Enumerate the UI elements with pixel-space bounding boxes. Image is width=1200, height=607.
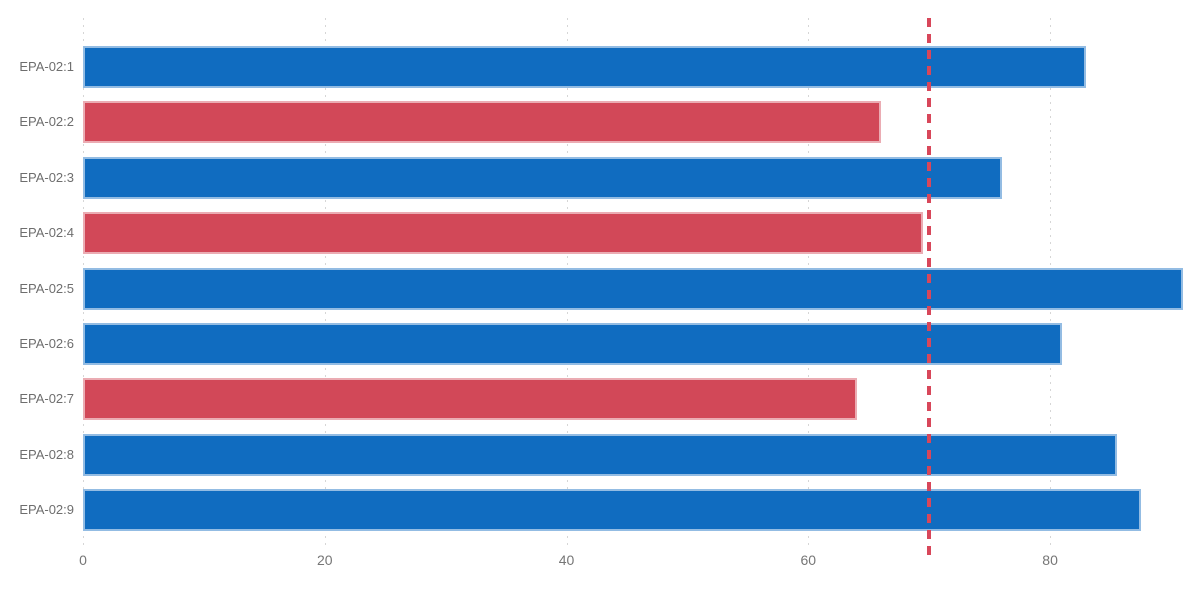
category-label-EPA-02:7: EPA-02:7 [19, 391, 74, 407]
x-tick-label-20: 20 [316, 552, 333, 568]
x-tick-label-0: 0 [79, 552, 87, 568]
bar-EPA-02:1[interactable] [83, 46, 1087, 88]
x-tick-label-60: 60 [800, 552, 817, 568]
category-label-EPA-02:3: EPA-02:3 [19, 169, 74, 185]
category-label-EPA-02:9: EPA-02:9 [19, 502, 74, 518]
bar-EPA-02:2[interactable] [83, 101, 881, 144]
bar-EPA-02:5[interactable] [83, 267, 1184, 310]
category-label-EPA-02:4: EPA-02:4 [19, 225, 74, 241]
plot-area [83, 0, 1200, 607]
category-label-EPA-02:2: EPA-02:2 [19, 114, 74, 130]
bar-EPA-02:3[interactable] [83, 156, 1002, 199]
reference-line [927, 18, 932, 555]
bar-EPA-02:8[interactable] [83, 433, 1117, 476]
bar-EPA-02:4[interactable] [83, 212, 924, 255]
category-label-EPA-02:6: EPA-02:6 [19, 336, 74, 351]
x-tick-label-40: 40 [558, 552, 575, 568]
bar-EPA-02:9[interactable] [83, 489, 1141, 532]
category-label-EPA-02:8: EPA-02:8 [19, 446, 74, 462]
bar-EPA-02:6[interactable] [83, 323, 1063, 365]
x-tick-label-80: 80 [1042, 552, 1058, 568]
category-label-EPA-02:1: EPA-02:1 [19, 59, 74, 74]
category-label-EPA-02:5: EPA-02:5 [19, 280, 74, 296]
bar-EPA-02:7[interactable] [83, 378, 857, 421]
